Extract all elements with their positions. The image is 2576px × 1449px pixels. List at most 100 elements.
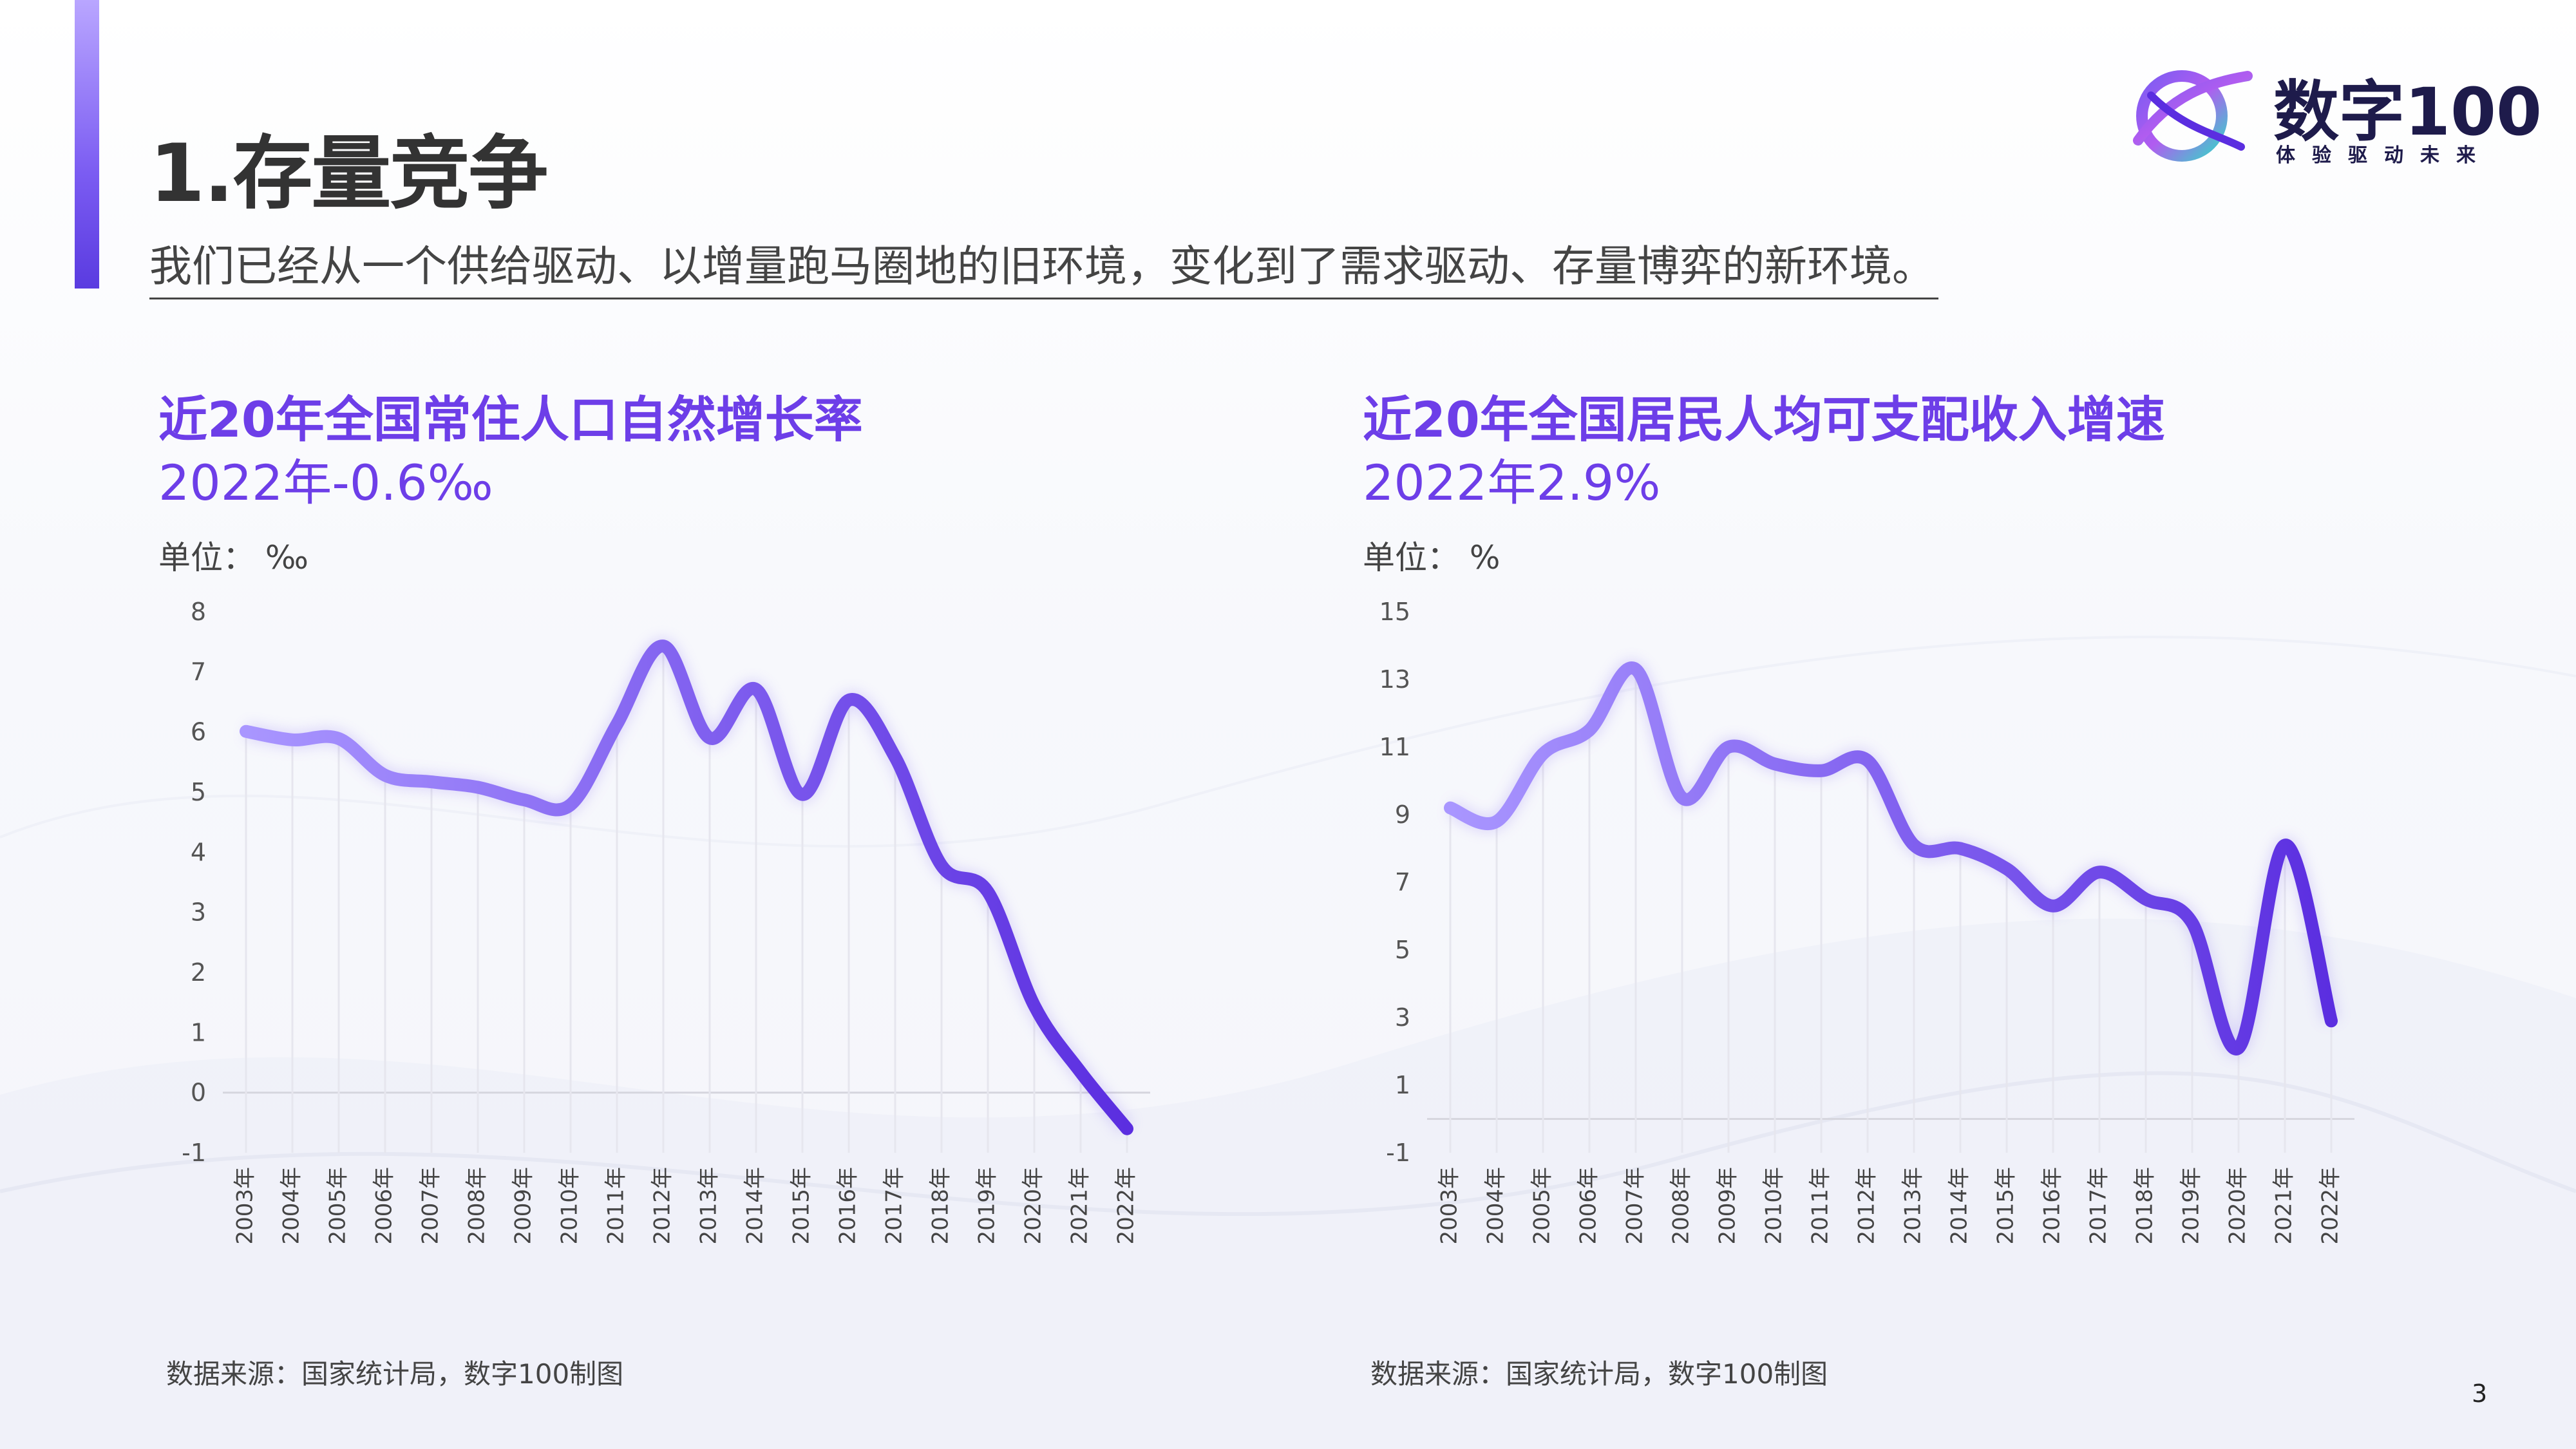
- title-accent-bar: [75, 0, 99, 289]
- brand-logo: 数字100 体验驱动未来: [2125, 57, 2542, 173]
- y-tick-label: 6: [191, 718, 206, 746]
- chart-unit: 单位： ‰: [158, 539, 308, 576]
- x-tick-label: 2016年: [2040, 1167, 2065, 1245]
- y-tick-label: 5: [1395, 936, 1410, 964]
- x-tick-label: 2015年: [789, 1167, 815, 1245]
- x-tick-label: 2004年: [279, 1167, 305, 1245]
- data-point: [1080, 1072, 1081, 1073]
- x-tick-label: 2003年: [232, 1167, 258, 1245]
- data-point: [987, 891, 989, 893]
- data-point: [802, 794, 803, 795]
- data-point: [524, 799, 525, 800]
- x-tick-label: 2005年: [1530, 1167, 1555, 1245]
- data-point: [1589, 730, 1590, 731]
- y-tick-label: 13: [1379, 665, 1410, 694]
- data-point: [848, 699, 849, 701]
- data-point: [1542, 753, 1544, 755]
- logo-tagline: 体验驱动未来: [2276, 144, 2492, 167]
- data-point: [338, 738, 339, 739]
- data-point: [2331, 1020, 2332, 1021]
- x-tick-label: 2015年: [1993, 1167, 2019, 1245]
- data-point: [1867, 760, 1868, 761]
- chart-subtitle: 2022年2.9%: [1363, 454, 1661, 511]
- data-point: [2099, 871, 2100, 873]
- data-point: [2006, 868, 2007, 869]
- x-tick-label: 2012年: [1854, 1167, 1880, 1245]
- x-tick-label: 2004年: [1483, 1167, 1509, 1245]
- x-tick-label: 2017年: [2086, 1167, 2112, 1245]
- series-line-glow: [1446, 659, 2340, 1057]
- x-tick-label: 2020年: [2225, 1167, 2251, 1245]
- y-tick-label: 9: [1395, 800, 1410, 829]
- y-tick-label: 1: [1395, 1071, 1410, 1099]
- data-point: [2238, 1047, 2239, 1048]
- data-point: [1960, 848, 1961, 849]
- x-tick-label: 2011年: [1808, 1167, 1833, 1245]
- y-tick-label: 4: [191, 838, 206, 866]
- x-tick-label: 2006年: [1576, 1167, 1602, 1245]
- chart-title: 近20年全国居民人均可支配收入增速: [1363, 391, 2165, 448]
- data-point: [384, 775, 386, 776]
- x-tick-label: 2018年: [2132, 1167, 2158, 1245]
- data-point: [616, 724, 618, 725]
- x-tick-label: 2013年: [696, 1167, 722, 1245]
- x-tick-label: 2008年: [464, 1167, 490, 1245]
- x-tick-label: 2014年: [743, 1167, 768, 1245]
- data-point: [477, 787, 478, 788]
- x-tick-label: 2017年: [882, 1167, 907, 1245]
- y-tick-label: -1: [1386, 1139, 1410, 1167]
- data-point: [1774, 763, 1776, 764]
- x-tick-label: 2013年: [1900, 1167, 1926, 1245]
- logo-wordmark: 数字100: [2273, 74, 2542, 151]
- data-point: [1635, 668, 1636, 670]
- page-number: 3: [2472, 1379, 2488, 1408]
- x-tick-label: 2007年: [418, 1167, 444, 1245]
- x-tick-label: 2018年: [928, 1167, 954, 1245]
- data-point: [570, 804, 571, 806]
- data-point: [1034, 1005, 1035, 1006]
- y-tick-label: 3: [191, 898, 206, 927]
- data-point: [941, 865, 942, 866]
- data-point: [2284, 844, 2286, 846]
- data-point: [709, 737, 710, 739]
- y-tick-label: -1: [182, 1139, 206, 1167]
- x-tick-label: 2022年: [1113, 1167, 1139, 1245]
- data-point: [1496, 821, 1497, 822]
- population-chart-panel: 近20年全国常住人口自然增长率 2022年-0.6‰ 单位： ‰ -1 0 1 2 3 4…: [158, 380, 1343, 1410]
- data-point: [1126, 1128, 1128, 1130]
- data-point: [1913, 844, 1915, 846]
- data-point: [245, 731, 247, 732]
- x-tick-label: 2019年: [2179, 1167, 2204, 1245]
- data-point: [292, 739, 293, 741]
- y-tick-label: 7: [1395, 868, 1410, 896]
- x-tick-label: 2022年: [2318, 1167, 2344, 1245]
- chart-unit: 单位： %: [1363, 539, 1501, 576]
- logo-mark-icon: [2133, 70, 2253, 162]
- x-tick-label: 2012年: [650, 1167, 676, 1245]
- data-point: [431, 781, 432, 782]
- y-tick-label: 5: [191, 778, 206, 806]
- population-line-chart: -1 0 1 2 3 4 5 6 7 8 2003年 2004年 2005年 2006年 2007年 2008…: [182, 598, 1150, 1245]
- data-point: [663, 645, 664, 647]
- series-line-glow: [244, 638, 1134, 1134]
- x-tick-label: 2020年: [1021, 1167, 1046, 1245]
- data-point: [2145, 898, 2146, 900]
- x-tick-label: 2010年: [557, 1167, 583, 1245]
- x-tick-label: 2014年: [1947, 1167, 1973, 1245]
- x-tick-label: 2011年: [603, 1167, 629, 1245]
- x-tick-label: 2016年: [835, 1167, 861, 1245]
- y-tick-label: 15: [1379, 598, 1410, 626]
- y-tick-label: 3: [1395, 1003, 1410, 1032]
- series-line: [1444, 661, 2338, 1056]
- x-tick-label: 2009年: [511, 1167, 536, 1245]
- data-point: [1728, 746, 1729, 748]
- x-tick-label: 2003年: [1437, 1167, 1463, 1245]
- y-tick-label: 7: [191, 658, 206, 686]
- data-point: [1450, 808, 1451, 809]
- y-tick-label: 8: [191, 598, 206, 626]
- data-point: [1821, 770, 1822, 772]
- y-tick-label: 2: [191, 958, 206, 987]
- income-chart-panel: 近20年全国居民人均可支配收入增速 2022年2.9% 单位： % -1 1 3 5 7…: [1363, 380, 2548, 1410]
- data-point: [2052, 905, 2054, 907]
